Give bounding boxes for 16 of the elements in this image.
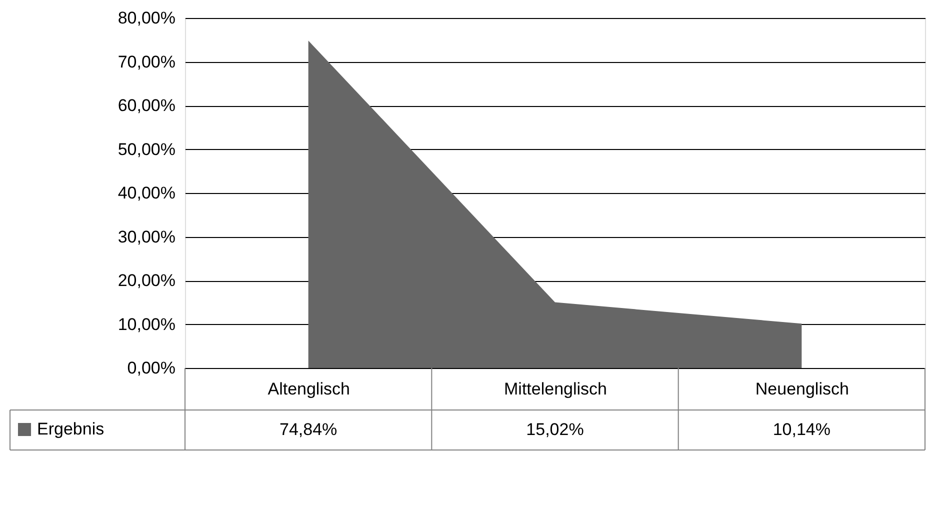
y-tick-label: 70,00% bbox=[118, 52, 176, 72]
data-label: 10,14% bbox=[772, 420, 831, 439]
x-tick-label: Neuenglisch bbox=[755, 380, 849, 398]
y-tick-label: 10,00% bbox=[118, 314, 176, 334]
data-label: 74,84% bbox=[279, 420, 338, 439]
y-tick-label: 50,00% bbox=[118, 140, 176, 159]
x-tick-label: Altenglisch bbox=[268, 380, 350, 398]
data-label: 15,02% bbox=[526, 420, 584, 439]
y-tick-label: 30,00% bbox=[118, 227, 176, 246]
y-tick-label: 20,00% bbox=[118, 271, 176, 290]
y-tick-label: 80,00% bbox=[118, 8, 176, 28]
y-tick-label: 40,00% bbox=[118, 184, 176, 202]
x-tick-label: Mittelenglisch bbox=[504, 380, 607, 398]
y-tick-label: 60,00% bbox=[118, 96, 176, 115]
legend-label: Ergebnis bbox=[37, 420, 104, 438]
y-tick-label: 0,00% bbox=[127, 358, 176, 378]
